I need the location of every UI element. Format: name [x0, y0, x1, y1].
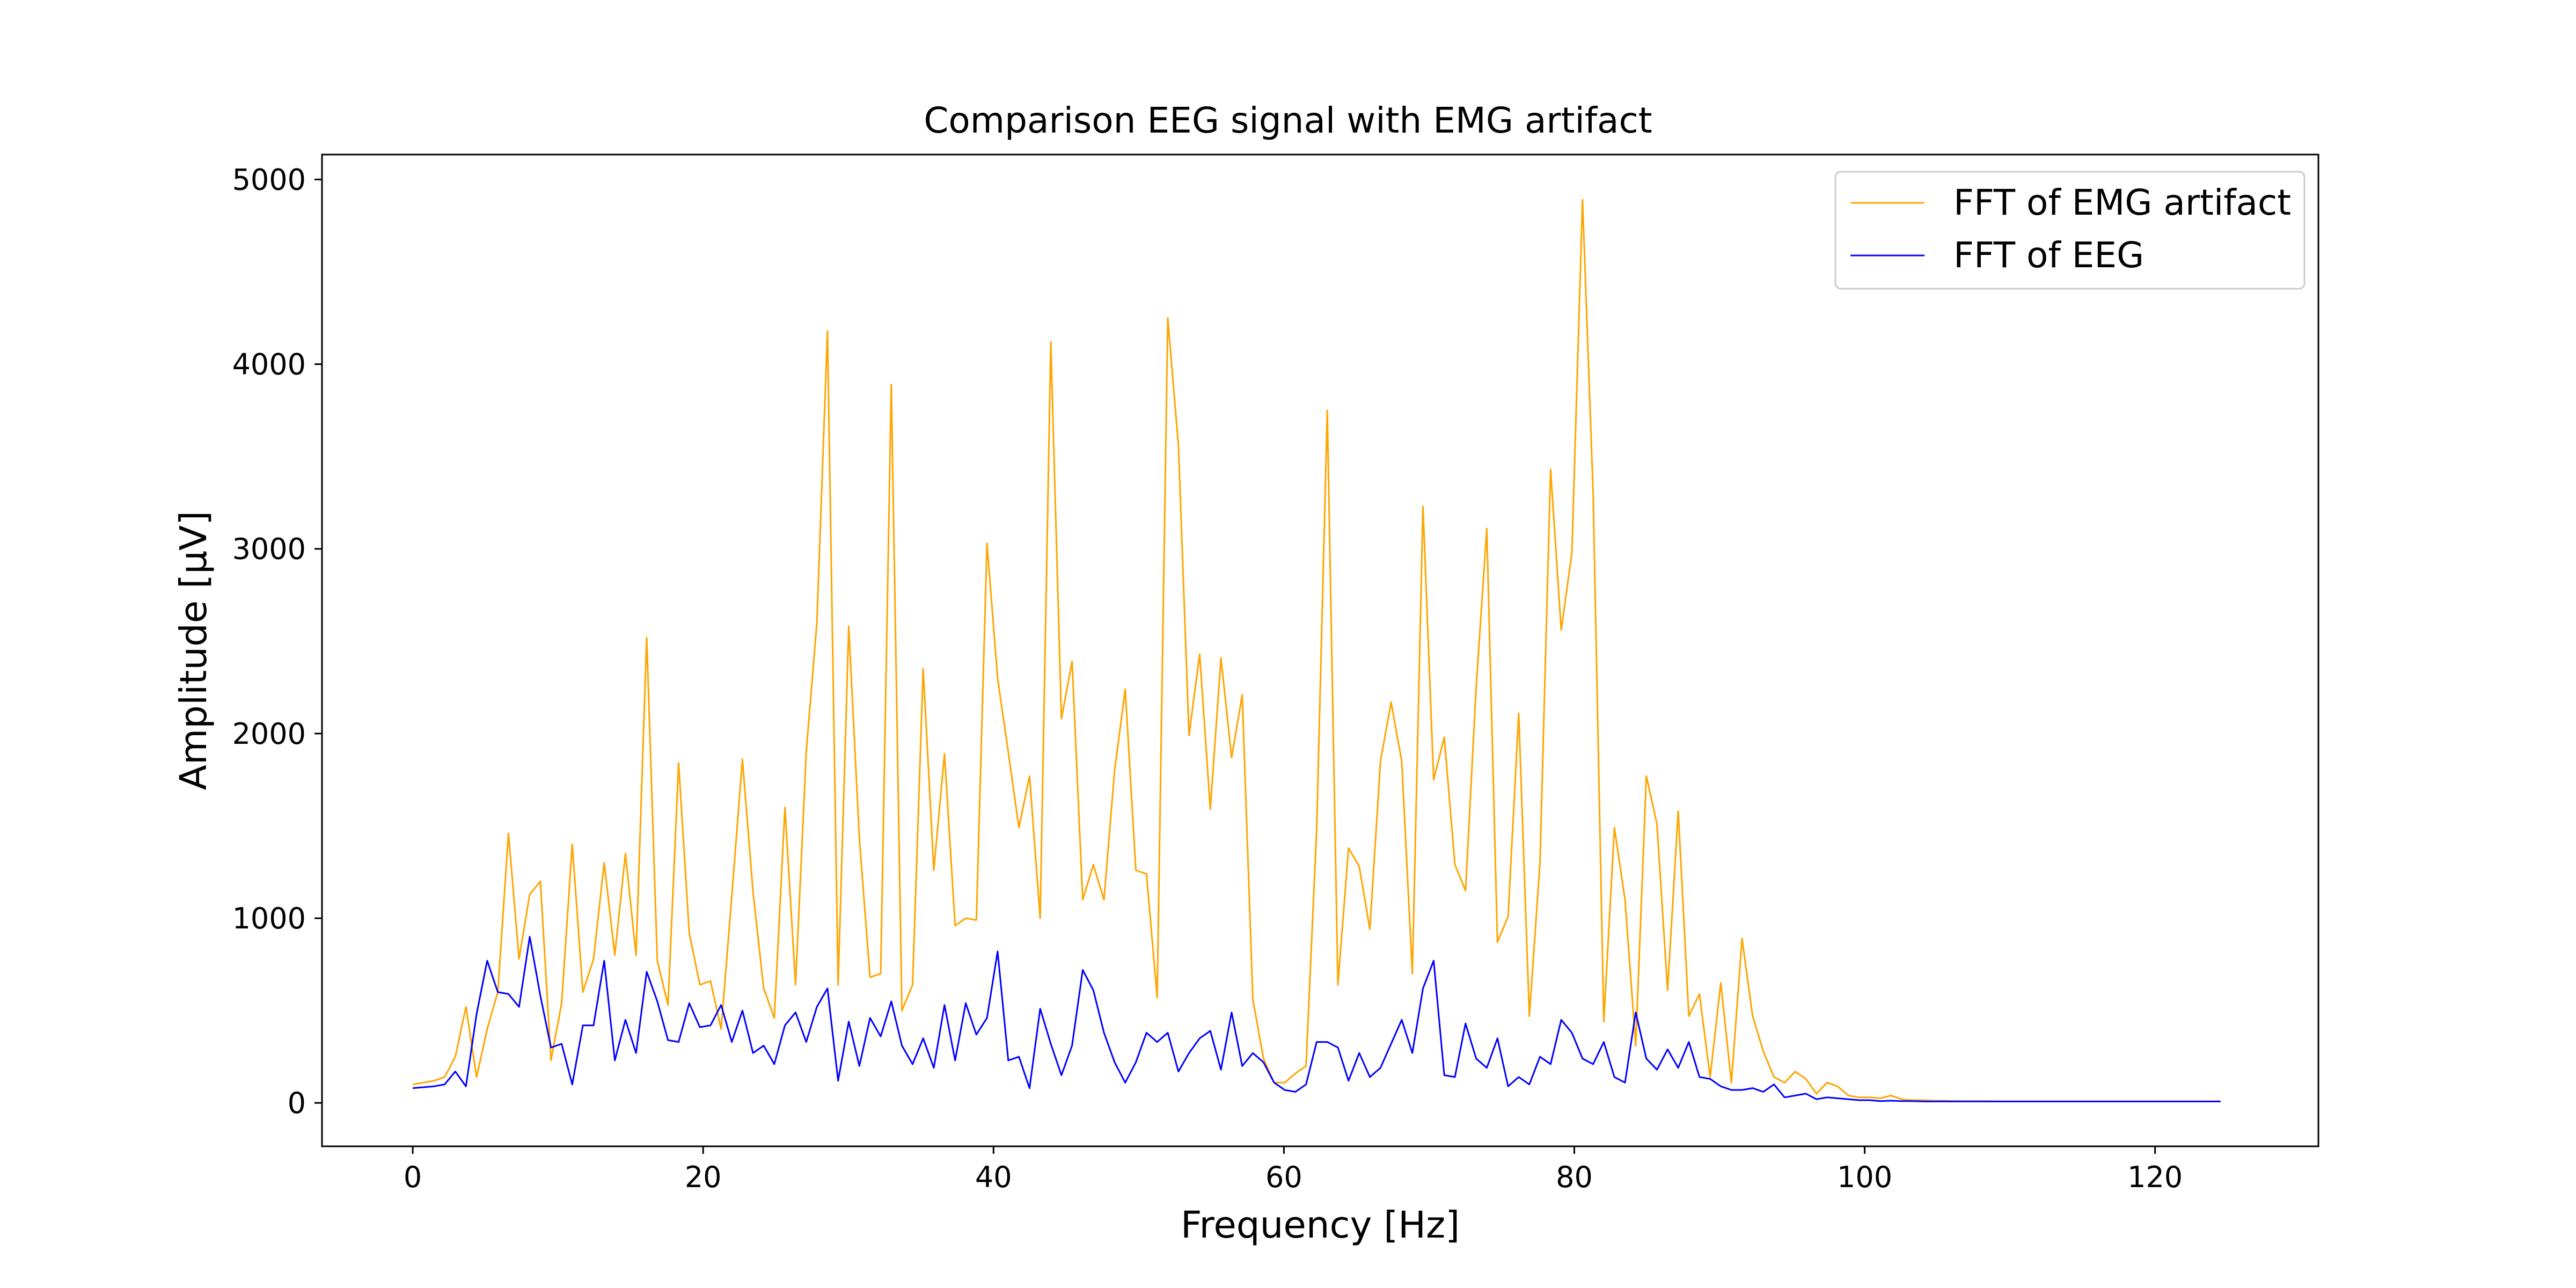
- plot-area: [321, 153, 2319, 1147]
- y-tick-label: 4000: [232, 348, 306, 382]
- y-axis-ticks: 0 1000 2000 3000 4000 5000: [232, 163, 322, 1120]
- y-tick-label: 3000: [232, 532, 306, 566]
- chart-title: Comparison EEG signal with EMG artifact: [924, 100, 1652, 141]
- legend-label-emg: FFT of EMG artifact: [1953, 182, 2291, 223]
- x-tick-label: 40: [975, 1160, 1012, 1194]
- series-line-emg: [412, 199, 2221, 1102]
- y-tick-label: 1000: [232, 902, 306, 935]
- legend-box: [1834, 171, 2306, 290]
- y-axis-label: Amplitude [μV]: [172, 511, 215, 790]
- axes-frame: [321, 153, 2319, 1147]
- legend-label-eeg: FFT of EEG: [1953, 235, 2144, 276]
- y-tick-label: 5000: [232, 163, 306, 196]
- x-axis-label: Frequency [Hz]: [1181, 1204, 1460, 1247]
- x-tick-label: 20: [685, 1160, 722, 1194]
- x-tick-label: 60: [1265, 1160, 1302, 1194]
- x-tick-label: 0: [404, 1160, 422, 1194]
- y-tick-label: 2000: [232, 717, 306, 751]
- x-tick-label: 100: [1837, 1160, 1892, 1194]
- legend: FFT of EMG artifact FFT of EEG: [1834, 171, 2306, 290]
- series-layer: [412, 199, 2221, 1102]
- x-tick-label: 120: [2127, 1160, 2183, 1194]
- series-line-eeg: [412, 935, 2221, 1102]
- x-tick-label: 80: [1556, 1160, 1593, 1194]
- x-axis-ticks: 0 20 40 60 80 100 120: [404, 1146, 2183, 1194]
- y-tick-label: 0: [288, 1086, 306, 1120]
